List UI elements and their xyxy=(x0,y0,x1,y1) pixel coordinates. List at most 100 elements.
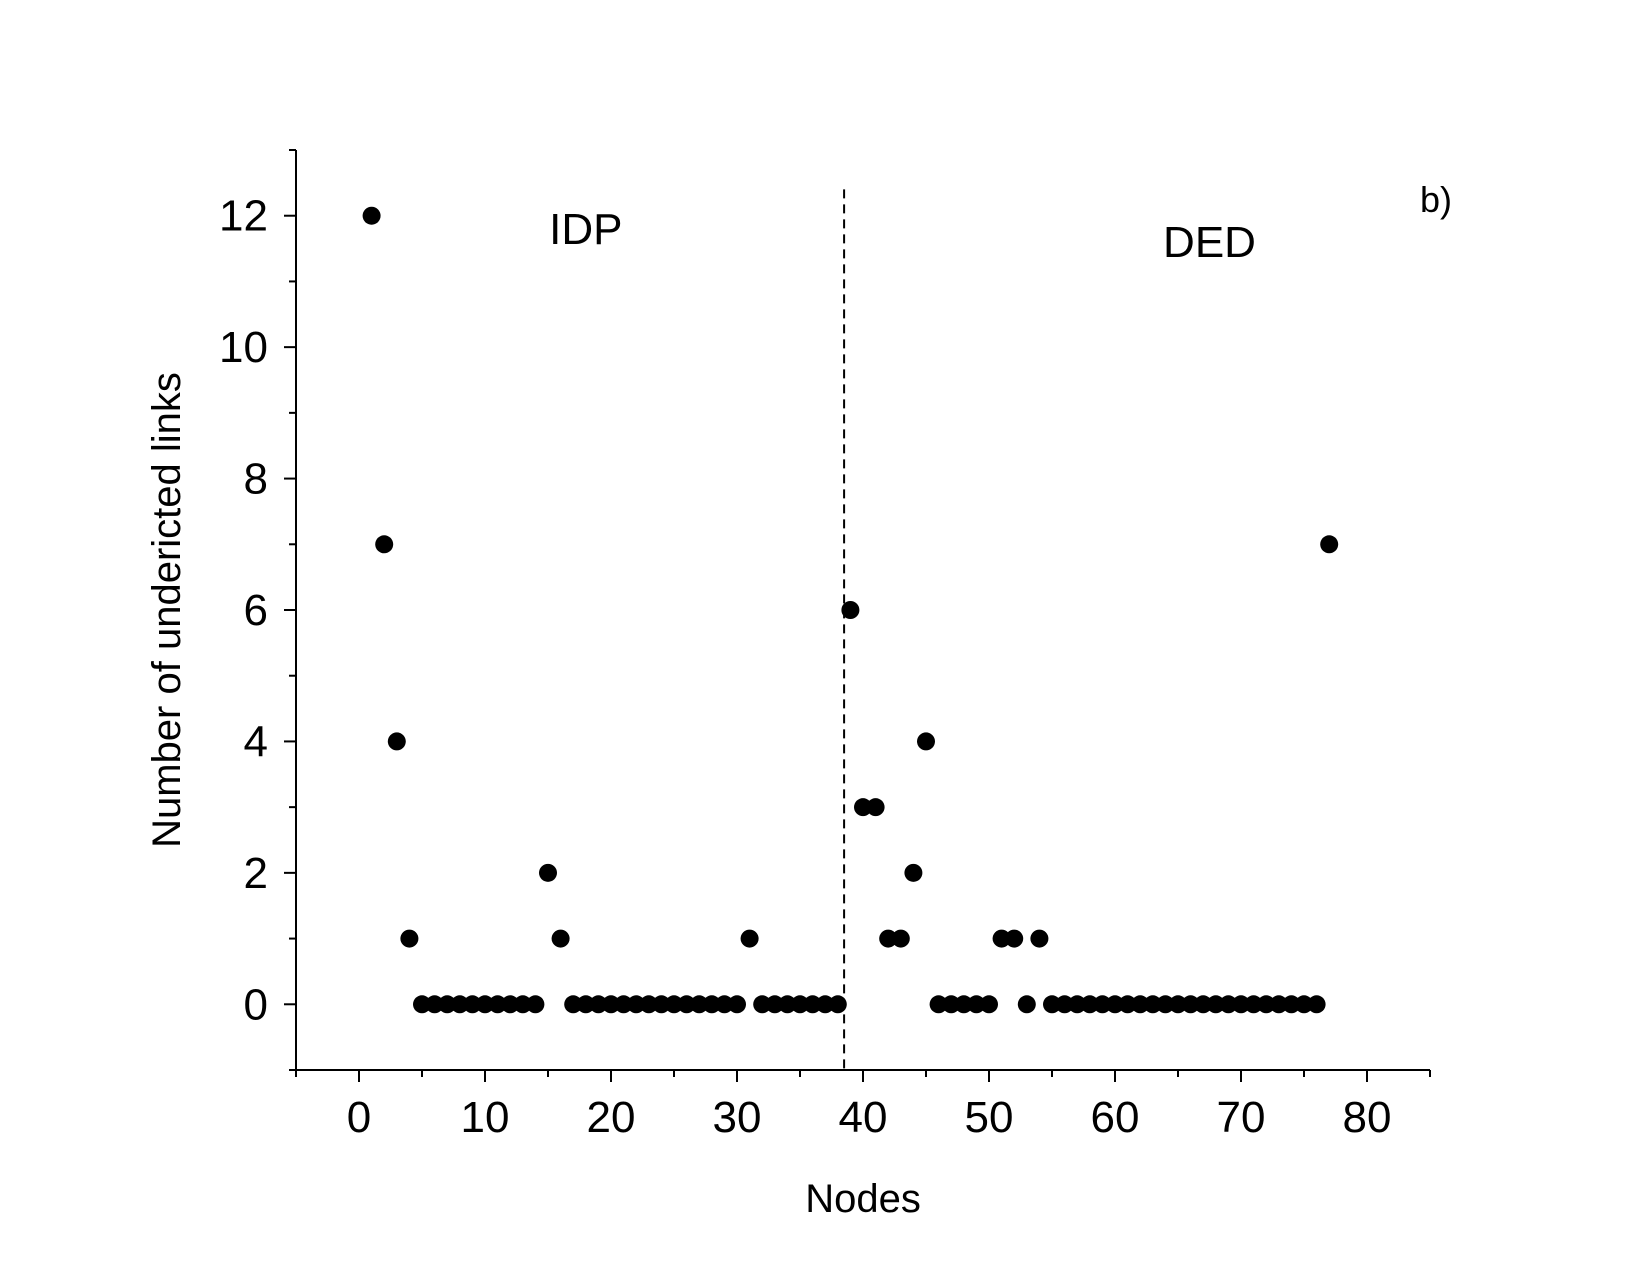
data-point xyxy=(816,995,835,1014)
x-tick-label: 40 xyxy=(839,1093,888,1142)
data-point xyxy=(1118,995,1137,1014)
data-point xyxy=(513,995,532,1014)
data-point xyxy=(652,995,671,1014)
data-point xyxy=(677,995,696,1014)
data-point xyxy=(904,863,923,882)
data-point xyxy=(778,995,797,1014)
data-point xyxy=(463,995,482,1014)
data-point xyxy=(753,995,772,1014)
data-point xyxy=(1143,995,1162,1014)
data-point xyxy=(1093,995,1112,1014)
data-point xyxy=(967,995,986,1014)
data-point xyxy=(992,929,1011,948)
data-point xyxy=(1269,995,1288,1014)
data-point xyxy=(488,995,507,1014)
y-tick-label: 4 xyxy=(244,717,268,766)
axes xyxy=(295,150,1430,1071)
x-tick-label: 80 xyxy=(1343,1093,1392,1142)
data-point xyxy=(438,995,457,1014)
data-point xyxy=(387,732,406,751)
x-tick-label: 20 xyxy=(587,1093,636,1142)
data-point xyxy=(1295,995,1313,1014)
data-point xyxy=(740,929,759,948)
data-point xyxy=(450,995,469,1014)
data-points xyxy=(362,206,1339,1014)
data-point xyxy=(1017,995,1036,1014)
data-point xyxy=(1068,995,1087,1014)
data-point xyxy=(841,601,860,619)
data-point xyxy=(576,995,595,1014)
x-tick-label: 10 xyxy=(461,1093,510,1142)
x-axis-label: Nodes xyxy=(805,1177,921,1221)
x-ticks: 0 10 20 30 40 50 60 70 80 xyxy=(295,1070,1431,1142)
data-point xyxy=(602,995,620,1014)
data-point xyxy=(954,995,973,1014)
data-point xyxy=(551,929,570,948)
data-point xyxy=(1156,995,1175,1014)
data-point xyxy=(1282,995,1301,1014)
x-tick-label: 0 xyxy=(347,1093,371,1142)
data-point xyxy=(425,995,444,1014)
data-point xyxy=(362,206,381,225)
data-point xyxy=(891,929,910,948)
x-tick-label: 70 xyxy=(1217,1093,1266,1142)
data-point xyxy=(539,863,557,882)
data-point xyxy=(1257,995,1276,1014)
data-point xyxy=(639,995,658,1014)
data-point xyxy=(791,995,809,1014)
x-tick-label: 50 xyxy=(965,1093,1014,1142)
y-tick-label: 6 xyxy=(244,586,268,635)
data-point xyxy=(942,995,961,1014)
x-tick-label: 30 xyxy=(713,1093,762,1142)
data-point xyxy=(614,995,633,1014)
data-point xyxy=(501,995,520,1014)
data-point xyxy=(980,995,998,1014)
data-point xyxy=(702,995,721,1014)
data-point xyxy=(1106,995,1124,1014)
data-point xyxy=(1043,995,1061,1014)
data-point xyxy=(917,732,935,751)
data-point xyxy=(879,929,898,948)
data-point xyxy=(1169,995,1187,1014)
data-point xyxy=(1232,995,1250,1014)
data-point xyxy=(728,995,746,1014)
data-point xyxy=(1080,995,1099,1014)
y-tick-label: 0 xyxy=(244,980,268,1029)
data-point xyxy=(665,995,683,1014)
data-point xyxy=(526,995,545,1014)
data-point xyxy=(690,995,709,1014)
data-point xyxy=(1030,929,1049,948)
panel-label: b) xyxy=(1420,179,1452,220)
data-point xyxy=(375,535,394,554)
data-point xyxy=(1244,995,1263,1014)
data-point xyxy=(1194,995,1213,1014)
data-point xyxy=(866,798,885,817)
data-point xyxy=(564,995,583,1014)
data-point xyxy=(1131,995,1150,1014)
data-point xyxy=(1181,995,1200,1014)
y-tick-label: 2 xyxy=(244,849,268,898)
data-point xyxy=(1219,995,1238,1014)
data-point xyxy=(400,929,419,948)
data-point xyxy=(627,995,646,1014)
x-tick-label: 60 xyxy=(1091,1093,1140,1142)
data-point xyxy=(476,995,494,1014)
data-point xyxy=(854,798,872,817)
data-point xyxy=(413,995,431,1014)
data-point xyxy=(715,995,734,1014)
data-point xyxy=(1320,535,1339,554)
data-point xyxy=(1005,929,1024,948)
annotation-ded: DED xyxy=(1163,218,1256,267)
data-point xyxy=(589,995,608,1014)
data-point xyxy=(765,995,784,1014)
data-point xyxy=(828,995,847,1014)
data-point xyxy=(803,995,822,1014)
data-point xyxy=(1206,995,1225,1014)
data-point xyxy=(929,995,948,1014)
y-axis-label: Number of undericted links xyxy=(145,372,189,848)
y-tick-label: 10 xyxy=(219,323,268,372)
annotation-idp: IDP xyxy=(549,205,622,254)
data-point xyxy=(1307,995,1326,1014)
